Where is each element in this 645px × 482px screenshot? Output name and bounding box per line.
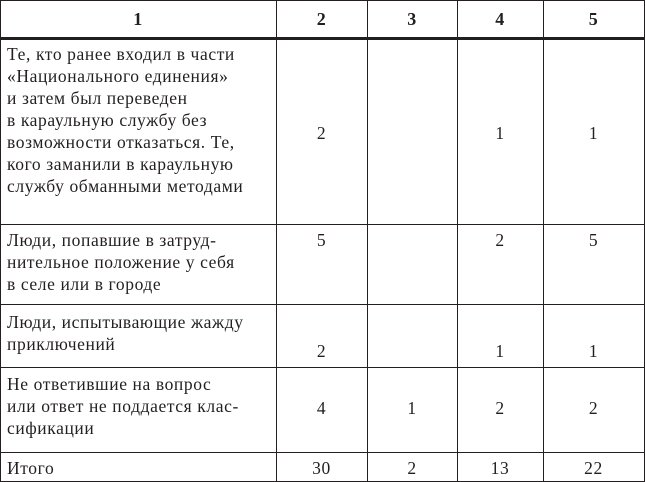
header-divider bbox=[0, 37, 645, 40]
table-cell: 5 bbox=[588, 230, 599, 250]
table-cell: 1 bbox=[495, 123, 505, 143]
total-cell: 30 bbox=[312, 458, 331, 478]
row-divider bbox=[0, 304, 645, 305]
table-border bbox=[0, 0, 645, 1]
row-label: Люди, испытывающие жажду приключений bbox=[7, 312, 244, 354]
row-divider bbox=[0, 224, 645, 225]
header-cell: 4 bbox=[495, 9, 505, 29]
table-cell: 1 bbox=[588, 341, 599, 361]
column-divider bbox=[276, 0, 277, 482]
table-cell: 1 bbox=[495, 341, 505, 361]
row-label: Те, кто ранее входил в части «Национальн… bbox=[7, 44, 244, 196]
table-cell: 2 bbox=[588, 398, 599, 418]
table-cell: 1 bbox=[407, 398, 417, 418]
column-divider bbox=[543, 0, 544, 482]
header-cell: 3 bbox=[407, 9, 417, 29]
total-cell: 22 bbox=[584, 458, 603, 478]
table-cell: 5 bbox=[316, 230, 327, 250]
header-cell: 5 bbox=[588, 9, 599, 29]
row-divider bbox=[0, 452, 645, 453]
row-divider bbox=[0, 367, 645, 368]
table-cell: 2 bbox=[316, 123, 327, 143]
column-divider bbox=[367, 0, 368, 482]
total-cell: 2 bbox=[407, 458, 417, 478]
table-border bbox=[0, 0, 1, 482]
column-divider bbox=[457, 0, 458, 482]
header-cell: 2 bbox=[316, 9, 327, 29]
table-cell: 4 bbox=[316, 398, 327, 418]
header-cell: 1 bbox=[133, 9, 143, 29]
total-label: Итого bbox=[7, 458, 55, 478]
row-label: Не ответившие на вопрос или ответ не под… bbox=[7, 374, 239, 438]
table-cell: 2 bbox=[495, 398, 505, 418]
table-cell: 2 bbox=[495, 230, 505, 250]
row-label: Люди, попавшие в затруд- нительное полож… bbox=[7, 230, 235, 294]
table-cell: 1 bbox=[588, 123, 599, 143]
total-cell: 13 bbox=[490, 458, 510, 478]
table-cell: 2 bbox=[316, 341, 327, 361]
